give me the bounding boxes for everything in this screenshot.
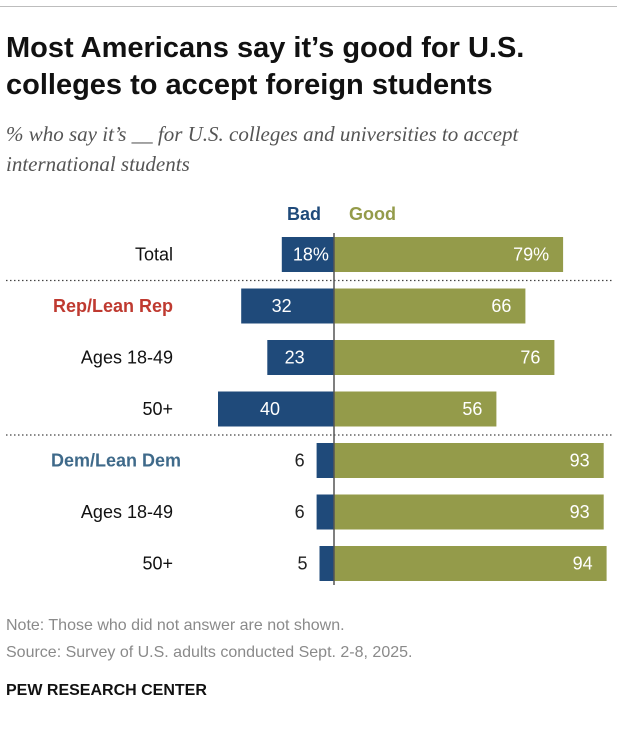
category-label: Ages 18-49 — [81, 502, 173, 522]
bad-bar — [241, 288, 334, 324]
bad-bar — [316, 443, 334, 478]
top-rule — [0, 6, 617, 7]
good-bar — [334, 288, 526, 324]
bad-value-label: 18% — [293, 245, 329, 265]
good-bar — [334, 340, 555, 375]
good-value-label: 76 — [520, 348, 540, 368]
category-label: 50+ — [142, 399, 173, 419]
good-value-label: 66 — [491, 296, 511, 316]
bad-value-label: 5 — [297, 554, 307, 574]
bad-value-label: 23 — [285, 348, 305, 368]
brand-label: PEW RESEARCH CENTER — [6, 682, 207, 699]
bad-value-label: 40 — [260, 399, 280, 419]
good-value-label: 79% — [513, 245, 549, 265]
bad-bar — [267, 340, 334, 375]
good-bar — [334, 391, 497, 427]
category-label: Ages 18-49 — [81, 348, 173, 368]
bad-value-label: 6 — [295, 502, 305, 522]
good-value-label: 94 — [573, 554, 593, 574]
bad-bar — [319, 546, 334, 581]
chart-subtitle: % who say it’s __ for U.S. colleges and … — [6, 122, 519, 176]
chart-title: Most Americans say it’s good for U.S. co… — [6, 32, 525, 101]
legend-bad: Bad — [287, 204, 321, 224]
category-label: Total — [135, 245, 173, 265]
chart-source: Source: Survey of U.S. adults conducted … — [6, 644, 413, 661]
good-value-label: 93 — [570, 502, 590, 522]
good-bar — [334, 237, 564, 272]
bad-bar — [281, 237, 334, 272]
bad-value-label: 6 — [295, 451, 305, 471]
bad-value-label: 32 — [272, 296, 292, 316]
good-bar — [334, 494, 604, 530]
category-label: Dem/Lean Dem — [51, 451, 181, 471]
category-label: 50+ — [142, 554, 173, 574]
good-bar — [334, 546, 607, 581]
good-value-label: 56 — [462, 399, 482, 419]
chart-note: Note: Those who did not answer are not s… — [6, 617, 345, 634]
good-bar — [334, 443, 604, 478]
bad-bar — [218, 391, 334, 427]
category-label: Rep/Lean Rep — [53, 296, 173, 316]
bad-bar — [316, 494, 334, 530]
good-value-label: 93 — [570, 451, 590, 471]
legend-good: Good — [349, 204, 396, 224]
